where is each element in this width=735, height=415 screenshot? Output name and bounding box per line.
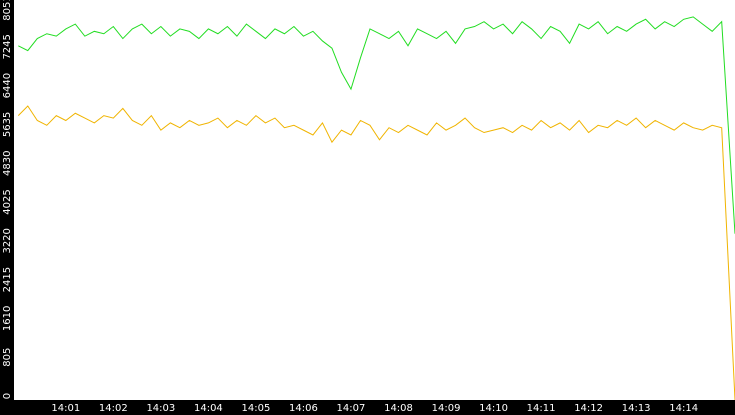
y-tick-label: 4025 — [2, 189, 13, 214]
x-tick-label: 14:06 — [289, 403, 318, 414]
y-tick-label: 3220 — [2, 228, 13, 253]
y-tick-label: 1610 — [2, 306, 13, 331]
plot-area — [14, 0, 735, 400]
x-tick-label: 14:11 — [527, 403, 556, 414]
y-tick-label: 5635 — [2, 112, 13, 137]
y-tick-label: 4830 — [2, 151, 13, 176]
x-tick-label: 14:03 — [146, 403, 175, 414]
x-tick-label: 14:01 — [51, 403, 80, 414]
y-tick-label: 0 — [2, 393, 13, 399]
x-tick-label: 14:04 — [194, 403, 223, 414]
x-tick-label: 14:08 — [384, 403, 413, 414]
y-tick-label: 2415 — [2, 267, 13, 292]
y-tick-label: 7245 — [2, 34, 13, 59]
series-line — [18, 16, 735, 234]
series-line — [17, 105, 735, 401]
y-tick-label: 8051 — [2, 0, 13, 21]
y-tick-label: 805 — [2, 348, 13, 367]
x-tick-label: 14:12 — [574, 403, 603, 414]
x-tick-label: 14:07 — [337, 403, 366, 414]
x-tick-label: 14:13 — [622, 403, 651, 414]
x-tick-label: 14:02 — [99, 403, 128, 414]
x-tick-label: 14:05 — [242, 403, 271, 414]
x-tick-label: 14:09 — [432, 403, 461, 414]
x-tick-label: 14:10 — [479, 403, 508, 414]
y-tick-label: 6440 — [2, 73, 13, 98]
x-tick-label: 14:14 — [669, 403, 698, 414]
